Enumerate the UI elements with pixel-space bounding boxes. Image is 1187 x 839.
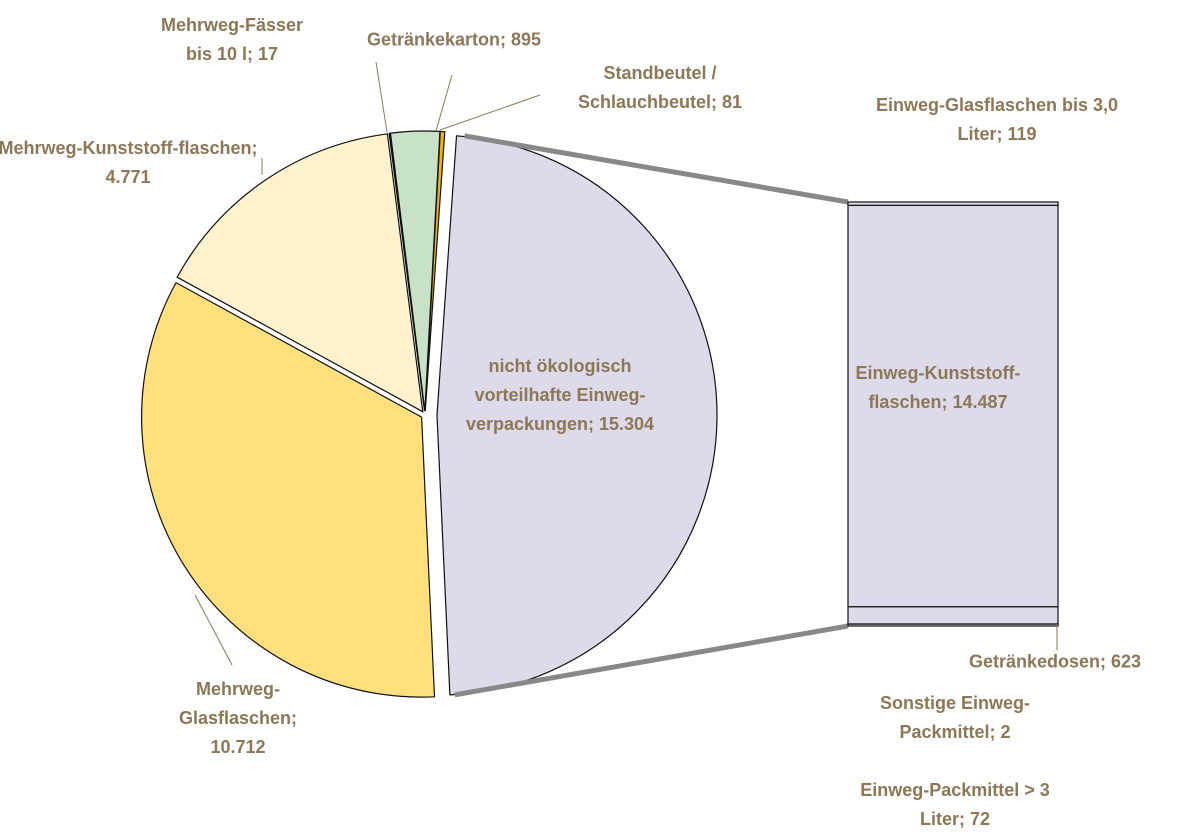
leader-line [194,594,233,666]
category-label: Getränkedosen; [968,651,1106,672]
category-label: Getränkekarton; [366,29,506,50]
data-label: Sonstige Einweg-Packmittel; 2 [845,689,1065,747]
bar-segment [847,606,1059,625]
data-label: Einweg-Kunststoff-flaschen; 14.487 [828,359,1048,417]
category-label: Sonstige Einweg-Packmittel; [879,693,1030,742]
category-label: Mehrweg-Glasflaschen; [178,678,298,728]
value-label: 17 [258,44,279,64]
category-label: Mehrweg-Fässer bis 10 l; [160,15,304,64]
leader-lines [194,61,1058,666]
value-label: 15.304 [599,413,655,434]
category-label: Einweg-Glasflaschen bis 3,0 Liter; [875,95,1119,144]
value-label: 4.771 [105,167,151,187]
value-label: 72 [969,809,991,829]
category-label: nicht ökologisch vorteilhafte Einweg-ver… [465,355,646,434]
value-label: 623 [1111,651,1142,672]
pie-slice [436,135,718,696]
leader-line [375,61,388,133]
connector [454,623,849,698]
value-label: 10.712 [210,736,266,757]
data-label: Getränkekarton; 895 [354,26,554,55]
value-label: 14.487 [952,392,1008,412]
value-label: 2 [1000,722,1011,742]
data-label: Einweg-Glasflaschen bis 3,0 Liter; 119 [862,91,1132,149]
category-label: Standbeutel / Schlauchbeutel; [577,63,717,112]
data-label: Mehrweg-Fässer bis 10 l; 17 [147,11,317,69]
pie-slice [176,133,424,413]
data-label: Standbeutel / Schlauchbeutel; 81 [550,59,770,117]
pie-slice [141,281,436,698]
data-label: Mehrweg-Glasflaschen; 10.712 [163,675,313,761]
data-label: Getränkedosen; 623 [930,648,1180,677]
value-label: 81 [722,92,743,112]
bar-segment [847,204,1059,608]
leader-line [435,74,453,132]
category-label: Mehrweg-Kunststoff-flaschen; [0,138,258,159]
data-label: Einweg-Packmittel > 3 Liter; 72 [845,776,1065,834]
bar-segment [847,201,1059,206]
leader-line [439,94,541,131]
category-label: Einweg-Kunststoff-flaschen; [855,363,1021,412]
data-label: nicht ökologisch vorteilhafte Einweg-ver… [460,352,660,438]
data-label: Mehrweg-Kunststoff-flaschen; 4.771 [0,134,259,192]
connector [464,133,849,205]
value-label: 895 [511,29,542,50]
category-label: Einweg-Packmittel > 3 Liter; [860,780,1050,829]
pie-slice [424,130,446,412]
value-label: 119 [1007,124,1037,144]
